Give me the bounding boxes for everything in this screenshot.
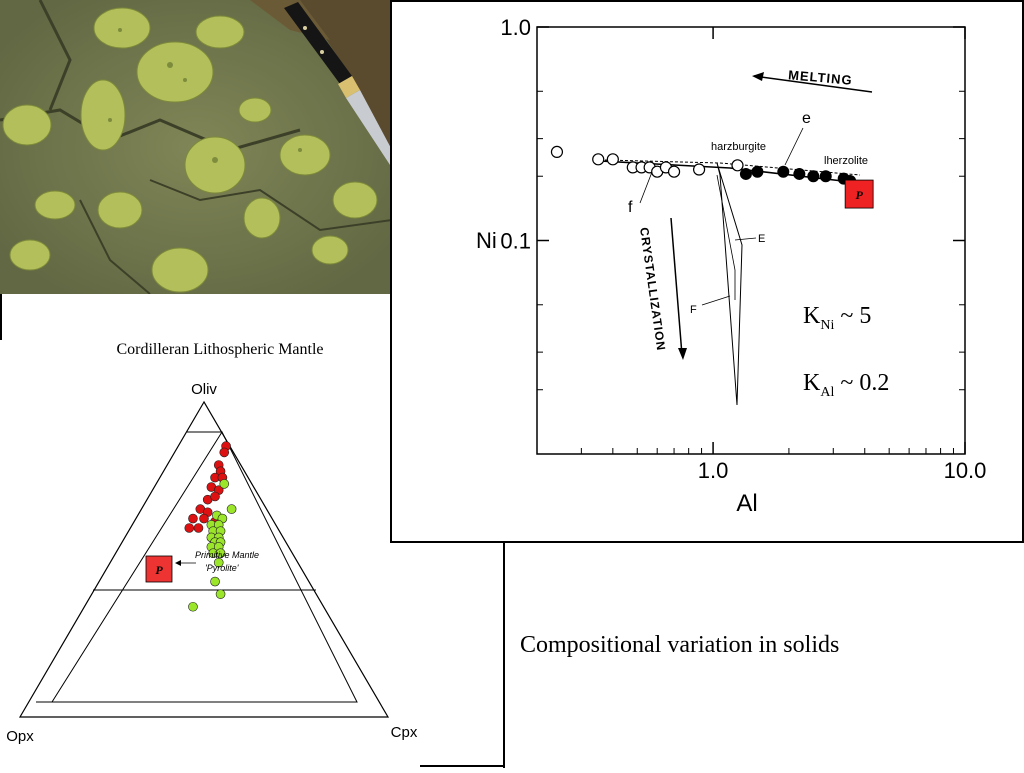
chart-frame [390,0,1024,543]
lherzolite-label: lherzolite [824,155,868,167]
harzburgite-point [550,145,564,159]
frame-line-left [0,294,2,340]
harzburgite-point [692,163,706,176]
ternary-diagram-panel: Cordilleran Lithospheric Mantle Oliv Opx… [0,294,505,768]
pyrolite-note-line1: Primitive Mantle [195,550,259,560]
y-tick-label: 1.0 [500,15,531,40]
ni-al-ticks [537,26,966,454]
melting-arrow [753,75,873,93]
label-E: E [758,233,765,245]
label-F: F [690,304,697,316]
frame-line-bottom [420,765,505,767]
label-f: f [628,199,633,216]
pyrolite-marker [145,555,173,583]
ternary-outer-triangle [18,400,390,718]
lherzolite-point [807,170,820,183]
apex-opx-label: Opx [6,728,34,745]
ternary-points [184,441,237,612]
ternary-diagram: Cordilleran Lithospheric Mantle Oliv Opx… [6,341,418,745]
primitive-mantle-marker [844,179,874,209]
ni-al-points [550,145,857,187]
ternary-green-point [215,589,226,599]
lherzolite-point [777,165,790,178]
harzburgite-point [731,159,744,172]
ternary-green-point [226,504,237,514]
apex-oliv-label: Oliv [191,381,217,398]
ternary-green-point [210,576,220,587]
y-tick-label: 0.1 [500,229,531,254]
lherzolite-point [819,170,832,183]
lherzolite-point [793,167,806,180]
primitive-mantle-symbol: P [855,188,863,202]
ternary-green-point [213,557,224,568]
trend-line-e [604,159,861,176]
ternary-green-point [188,601,198,612]
crystallization-arrow [670,217,683,356]
k-ni-label: KNi ~ 5 [803,303,871,333]
ni-al-chart-panel: 1.0 10.0 0.1 1.0 Ni Al P MELTING CRYSTALLIZ… [390,0,1024,543]
ternary-red-point [219,447,230,458]
ternary-red-point [184,523,195,533]
x-tick-label: 1.0 [698,458,729,483]
ternary-red-point [210,491,220,502]
ni-al-chart: 1.0 10.00.11.0 Ni Al P MELTING CRYSTALLIZ… [390,0,1024,543]
pyrolite-symbol: P [155,563,163,577]
ternary-red-point [199,513,209,524]
crystallization-field [716,162,743,406]
ternary-red-point [193,523,204,533]
outcrop-photo-drawing [0,0,393,295]
pyrolite-note-line2: 'Pyrolite' [205,563,239,573]
harzburgite-point [606,153,619,166]
outcrop-photo [0,0,393,295]
ternary-red-point [188,513,198,524]
k-al-label: KAl ~ 0.2 [803,370,889,400]
harzburgite-point [667,165,681,178]
y-axis-label: Ni [476,228,497,253]
x-axis-label: Al [736,490,757,517]
x-tick-label: 10.0 [944,458,987,483]
harzburgite-point [592,153,605,166]
apex-cpx-label: Cpx [391,724,418,741]
slide-caption: Compositional variation in solids [520,632,840,658]
ternary-green-point [219,479,230,489]
ternary-inner-triangle [51,430,358,703]
harzburgite-label: harzburgite [711,141,766,153]
lherzolite-point [739,167,752,180]
lherzolite-point [751,165,764,178]
ni-al-ticklabels: 1.0 10.0 0.1 1.0 [500,15,986,483]
ternary-green-point [215,548,226,559]
label-e: e [802,110,811,127]
frame-line-vertical [503,543,505,768]
ternary-title: Cordilleran Lithospheric Mantle [116,341,323,358]
